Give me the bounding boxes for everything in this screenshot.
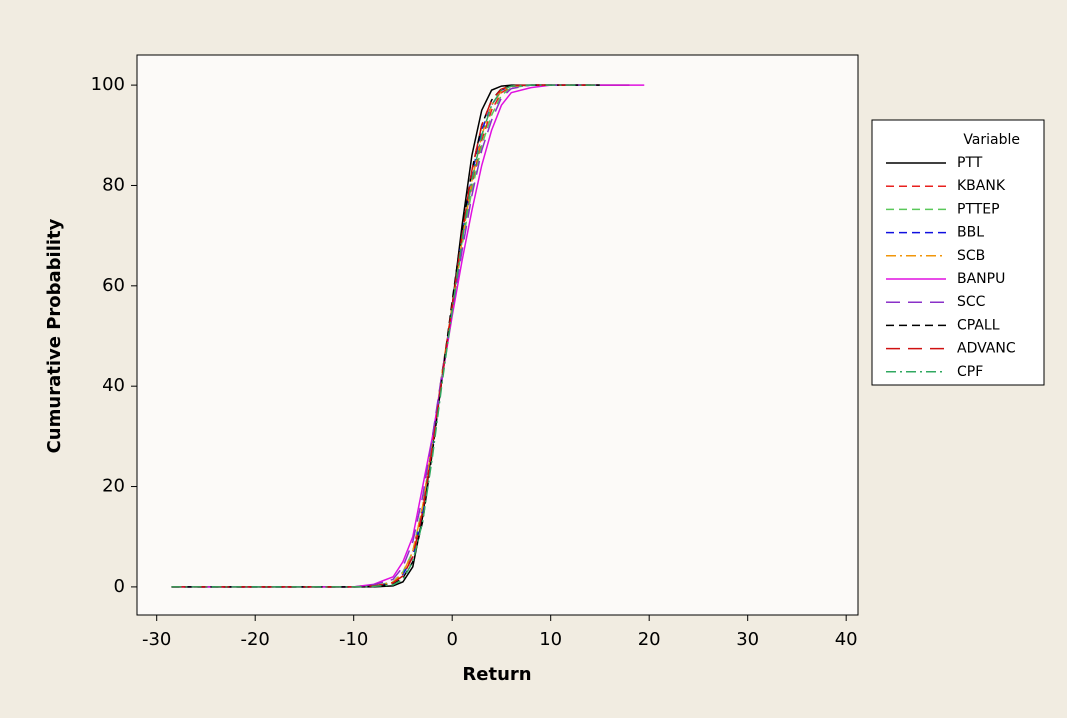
legend-title: Variable: [963, 132, 1020, 148]
plot-area: [136, 54, 859, 616]
legend-label: CPF: [957, 364, 983, 380]
y-tick-label: 60: [102, 275, 125, 296]
y-tick-label: 80: [102, 174, 125, 195]
x-tick-label: 0: [446, 629, 457, 650]
x-tick-label: 10: [539, 629, 562, 650]
legend-label: SCB: [957, 248, 985, 264]
x-tick-label: 30: [736, 629, 759, 650]
series-line: [171, 84, 600, 588]
legend-label: ADVANC: [957, 341, 1016, 357]
legend-label: BANPU: [957, 271, 1005, 287]
legend-label: CPALL: [957, 317, 1000, 333]
legend-label: PTTEP: [957, 201, 1000, 217]
y-tick-label: 20: [102, 476, 125, 497]
y-tick-label: 0: [114, 576, 125, 597]
legend-label: BBL: [957, 225, 984, 241]
y-tick-label: 40: [102, 375, 125, 396]
legend-label: SCC: [957, 294, 986, 310]
x-tick-label: 40: [835, 629, 858, 650]
x-tick-label: -10: [339, 629, 368, 650]
x-axis-label: Return: [462, 664, 531, 685]
x-tick-label: -30: [142, 629, 171, 650]
y-tick-label: 100: [91, 74, 125, 95]
x-tick-label: -20: [240, 629, 269, 650]
legend-label: KBANK: [957, 178, 1006, 194]
legend-box: [871, 119, 1045, 386]
legend-label: PTT: [957, 155, 983, 171]
x-tick-label: 20: [638, 629, 661, 650]
y-axis-label: Cumurative Probability: [44, 218, 65, 453]
